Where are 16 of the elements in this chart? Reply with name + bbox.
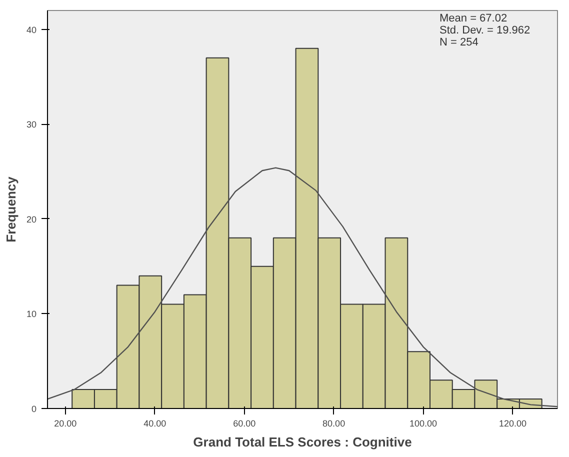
y-tick-label: 40 bbox=[26, 24, 37, 35]
y-axis-title: Frequency bbox=[3, 176, 18, 242]
y-tick-label: 30 bbox=[26, 120, 37, 130]
x-tick-label: 20.00 bbox=[54, 418, 77, 428]
annotation: Std. Dev. = 19.962 bbox=[440, 24, 530, 36]
y-tick-label: 0 bbox=[31, 404, 37, 414]
annotation: Mean = 67.02 bbox=[440, 12, 508, 24]
y-tick-label: 10 bbox=[26, 309, 37, 320]
x-tick-label: 40.00 bbox=[144, 418, 166, 428]
x-axis-title: Grand Total ELS Scores : Cognitive bbox=[193, 434, 412, 450]
x-tick-label: 60.00 bbox=[233, 418, 256, 428]
x-tick-label: 80.00 bbox=[322, 418, 346, 428]
x-tick-label: 100.00 bbox=[410, 418, 438, 428]
x-tick-label: 120.00 bbox=[499, 418, 527, 428]
annotation: N = 254 bbox=[440, 36, 478, 48]
y-tick-label: 20 bbox=[26, 214, 37, 224]
